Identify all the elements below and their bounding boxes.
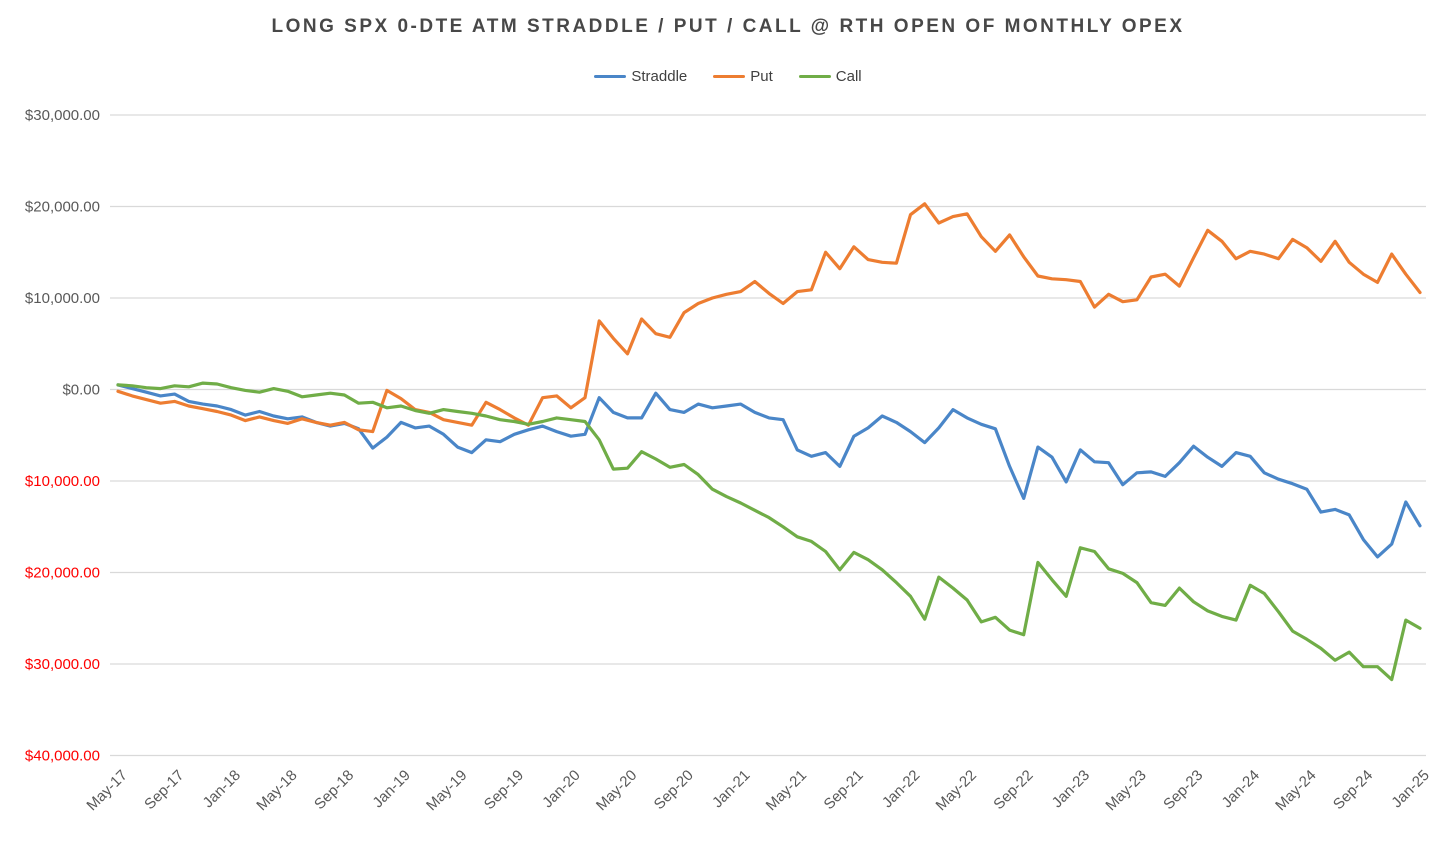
x-axis-tick-label: Sep-23 bbox=[1160, 767, 1206, 813]
legend-label-put: Put bbox=[750, 68, 773, 85]
series-line-put bbox=[116, 202, 1422, 434]
straddle-line-swatch-icon bbox=[594, 75, 627, 78]
y-axis-tick-label: $20,000.00 bbox=[25, 199, 100, 216]
x-axis-tick-label: Jan-20 bbox=[539, 767, 583, 811]
x-axis-tick-label: Sep-20 bbox=[651, 767, 697, 813]
call-line-swatch-icon bbox=[798, 75, 831, 78]
chart-title: LONG SPX 0-DTE ATM STRADDLE / PUT / CALL… bbox=[271, 16, 1185, 37]
legend-item-put: Put bbox=[713, 68, 773, 85]
x-axis-tick-label: Jan-24 bbox=[1219, 767, 1263, 811]
y-axis-tick-label: $0.00 bbox=[62, 382, 100, 399]
y-axis-tick-label: $30,000.00 bbox=[25, 107, 100, 124]
x-axis-tick-label: May-20 bbox=[593, 767, 640, 814]
x-axis-tick-label: May-17 bbox=[83, 767, 130, 814]
x-axis-tick-label: Jan-23 bbox=[1049, 767, 1093, 811]
legend-item-straddle: Straddle bbox=[594, 68, 687, 85]
x-axis-tick-label: Jan-25 bbox=[1388, 767, 1432, 811]
x-axis-tick-label: Sep-24 bbox=[1330, 767, 1376, 813]
x-axis-tick-label: Jan-21 bbox=[709, 767, 753, 811]
y-axis-tick-label: $40,000.00 bbox=[25, 748, 100, 765]
x-axis-tick-label: Sep-18 bbox=[311, 767, 357, 813]
x-axis-tick-label: May-23 bbox=[1102, 767, 1149, 814]
y-axis-tick-label: $30,000.00 bbox=[25, 656, 100, 673]
y-axis-tick-label: $10,000.00 bbox=[25, 290, 100, 307]
x-axis-tick-label: Sep-19 bbox=[481, 767, 527, 813]
series-line-call bbox=[116, 381, 1422, 682]
x-axis-tick-label: May-18 bbox=[253, 767, 300, 814]
legend: Straddle Put Call bbox=[0, 68, 1456, 85]
x-axis-tick-label: May-21 bbox=[763, 767, 810, 814]
x-axis-tick-label: Jan-19 bbox=[369, 767, 413, 811]
x-axis-tick-label: Sep-21 bbox=[821, 767, 867, 813]
x-axis-tick-label: May-19 bbox=[423, 767, 470, 814]
legend-label-straddle: Straddle bbox=[631, 68, 688, 85]
y-axis-tick-label: $10,000.00 bbox=[25, 473, 100, 490]
x-axis-tick-label: May-22 bbox=[933, 767, 980, 814]
x-axis-tick-label: Sep-17 bbox=[141, 767, 187, 813]
x-axis-tick-label: Sep-22 bbox=[990, 767, 1036, 813]
y-axis-tick-label: $20,000.00 bbox=[25, 565, 100, 582]
legend-item-call: Call bbox=[798, 68, 862, 85]
x-axis-tick-label: Jan-22 bbox=[879, 767, 923, 811]
series-line-straddle bbox=[116, 383, 1422, 559]
legend-label-call: Call bbox=[835, 68, 862, 85]
x-axis-tick-label: May-24 bbox=[1272, 767, 1319, 814]
x-axis-tick-label: Jan-18 bbox=[200, 767, 244, 811]
put-line-swatch-icon bbox=[713, 75, 746, 78]
